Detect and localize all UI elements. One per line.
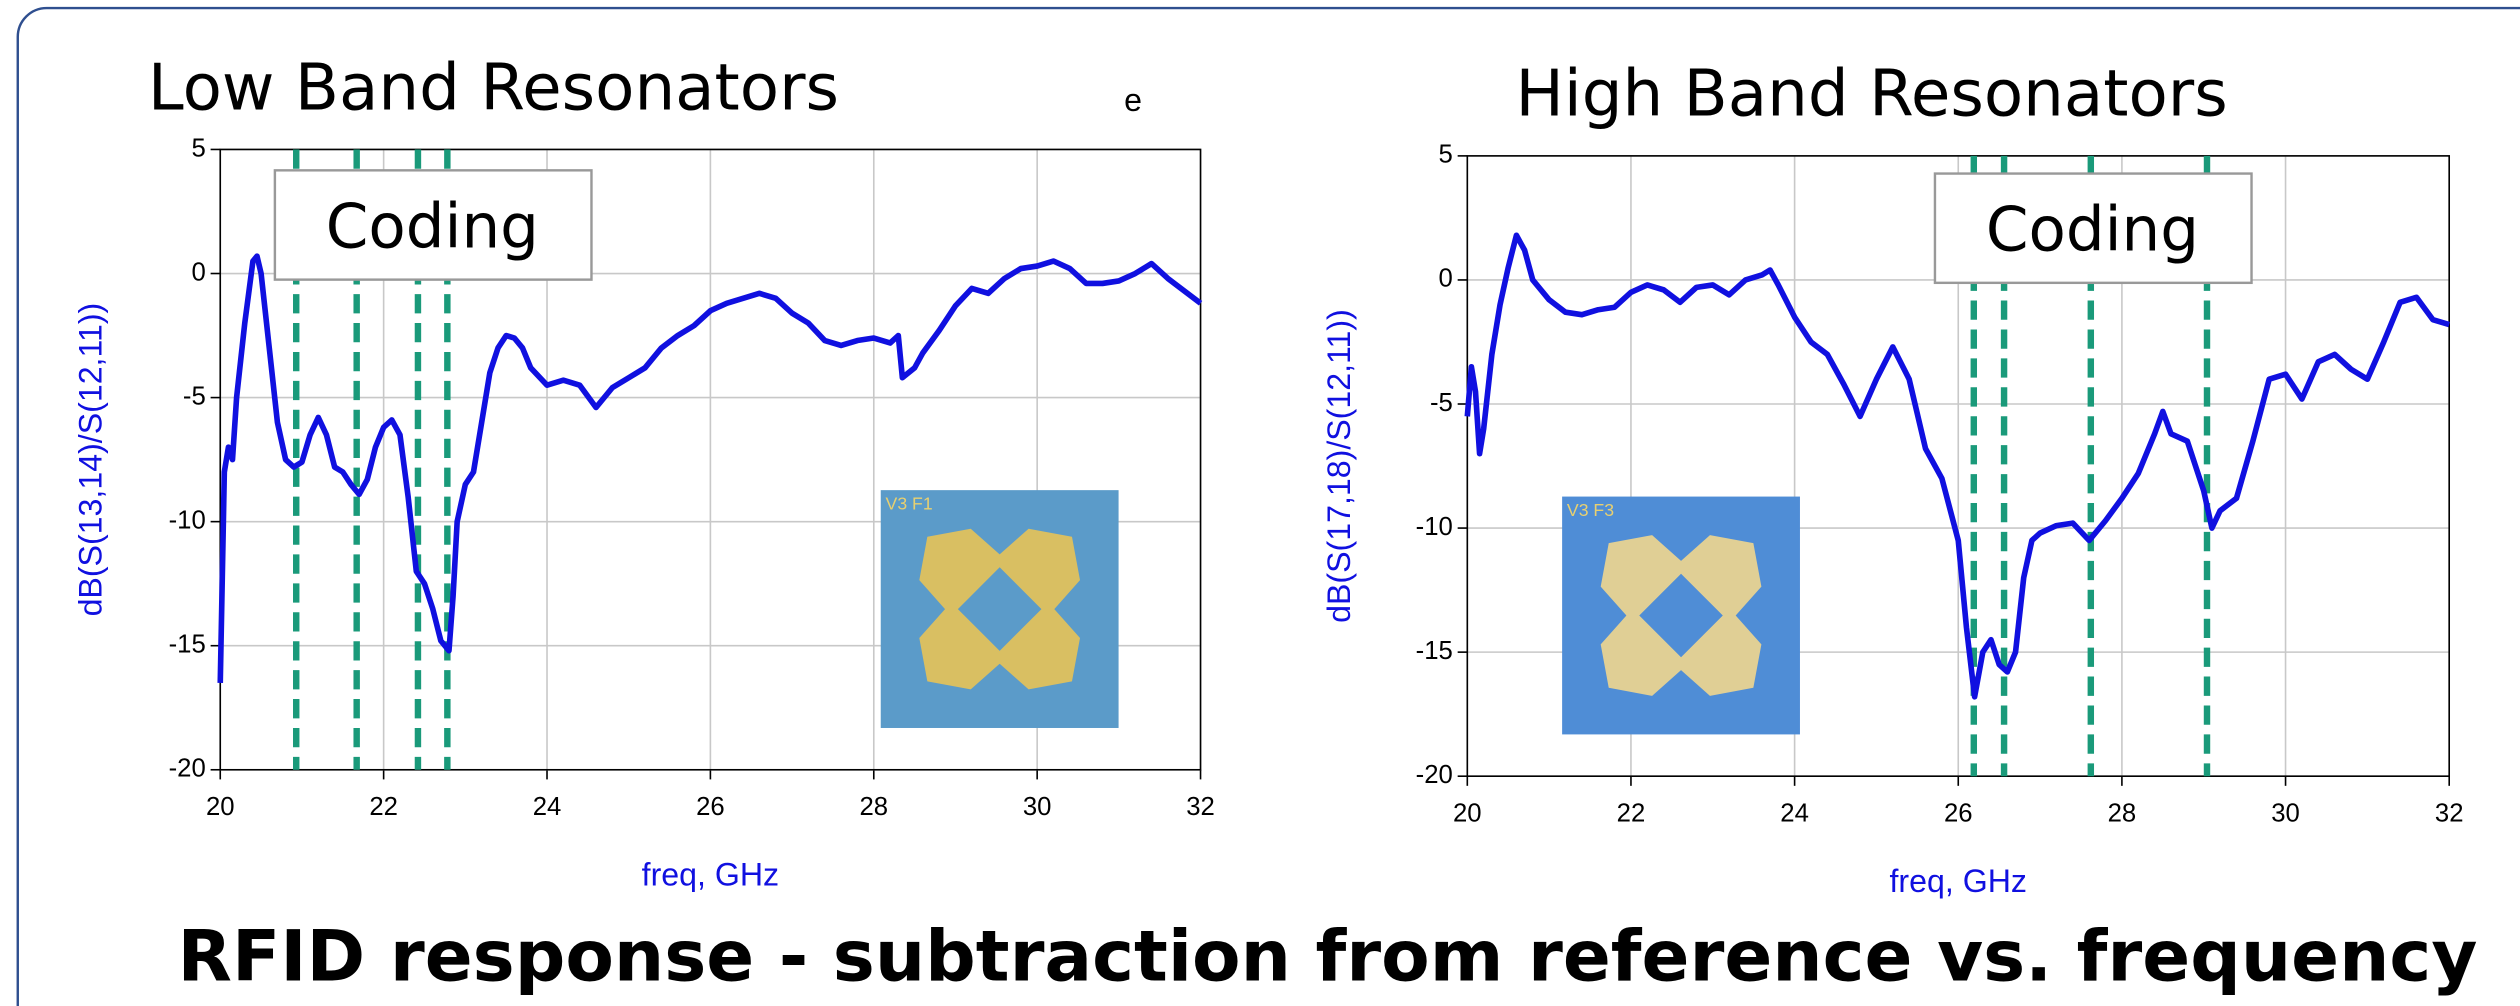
inset-label: V3 F1 xyxy=(886,493,933,513)
inset-photo xyxy=(880,490,1119,728)
y-tick-label: -10 xyxy=(1416,513,1453,541)
y-axis-label: dB(S(17,18)/S(12,11)) xyxy=(1321,309,1357,623)
x-tick-label: 32 xyxy=(1186,793,1215,821)
x-tick-label: 20 xyxy=(206,793,235,821)
y-tick-label: -20 xyxy=(1416,761,1453,789)
x-tick-label: 24 xyxy=(533,793,562,821)
y-tick-label: 0 xyxy=(191,258,205,286)
plot-frame xyxy=(219,148,1202,771)
x-tick-label: 28 xyxy=(859,793,888,821)
y-tick-label: 5 xyxy=(1439,141,1453,169)
inset-resonator xyxy=(1600,535,1762,696)
y-tick-label: -5 xyxy=(183,382,206,410)
inset-resonator xyxy=(919,528,1081,690)
x-tick-label: 24 xyxy=(1780,800,1809,828)
annotation-box xyxy=(1933,172,2253,285)
y-tick-label: -20 xyxy=(169,755,206,783)
y-tick-label: -15 xyxy=(1416,637,1453,665)
chart-title: Low Band Resonators xyxy=(148,50,839,125)
plot-frame xyxy=(1466,155,2451,777)
x-tick-label: 26 xyxy=(696,793,725,821)
chart-title: High Band Resonators xyxy=(1516,57,2228,132)
data-line xyxy=(1464,232,2451,700)
x-tick-label: 26 xyxy=(1944,800,1973,828)
x-tick-label: 22 xyxy=(369,793,398,821)
inset-label: V3 F3 xyxy=(1567,500,1614,520)
y-tick-label: 0 xyxy=(1439,265,1453,293)
x-tick-label: 30 xyxy=(1023,793,1052,821)
caption: RFID response - subtraction from referen… xyxy=(178,914,2478,997)
annotation-box xyxy=(273,169,593,281)
note: e xyxy=(1124,82,1142,118)
y-tick-label: -10 xyxy=(169,506,206,534)
y-tick-label: -15 xyxy=(169,631,206,659)
annotation: Coding xyxy=(1986,195,2199,266)
y-tick-label: -5 xyxy=(1430,389,1453,417)
inset-photo xyxy=(1562,496,1800,735)
x-tick-label: 32 xyxy=(2435,800,2464,828)
x-axis-label: freq, GHz xyxy=(1890,863,2027,899)
x-tick-label: 28 xyxy=(2108,800,2137,828)
slide-border xyxy=(16,6,2520,1006)
annotation: Coding xyxy=(326,191,539,262)
x-tick-label: 22 xyxy=(1617,800,1646,828)
y-axis-label: dB(S(13,14)/S(12,11)) xyxy=(72,303,108,617)
x-axis-label: freq, GHz xyxy=(642,856,779,892)
x-tick-label: 30 xyxy=(2271,800,2300,828)
x-tick-label: 20 xyxy=(1453,800,1482,828)
data-line xyxy=(217,253,1203,683)
y-tick-label: 5 xyxy=(191,134,205,162)
